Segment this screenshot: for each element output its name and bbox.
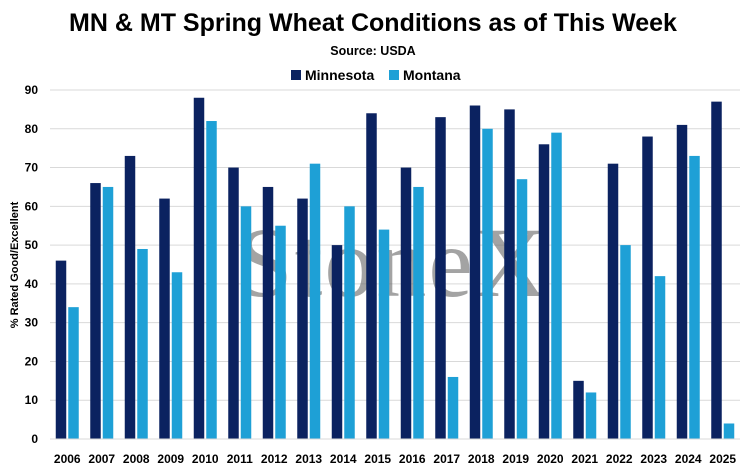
- bar-montana-2013: [309, 163, 321, 439]
- x-tick-label: 2024: [675, 452, 702, 466]
- bar-montana-2018: [482, 128, 493, 439]
- bar-minnesota-2022: [607, 163, 619, 439]
- bar-minnesota-2016: [400, 167, 412, 440]
- bar-montana-2006: [68, 307, 79, 439]
- bar-montana-2007: [102, 186, 114, 439]
- y-tick-label: 70: [25, 161, 39, 175]
- bar-minnesota-2021: [573, 380, 584, 439]
- bar-minnesota-2025: [711, 101, 722, 439]
- bar-montana-2009: [171, 272, 183, 439]
- x-tick-label: 2008: [123, 452, 150, 466]
- bar-montana-2023: [654, 276, 666, 439]
- bar-montana-2008: [137, 248, 148, 439]
- y-tick-label: 40: [25, 277, 39, 291]
- y-tick-label: 0: [31, 432, 38, 446]
- bars: [55, 97, 735, 440]
- y-axis-ticks: 0 10 20 30 40 50 60 70 80 90: [25, 83, 39, 446]
- chart-title: MN & MT Spring Wheat Conditions as of Th…: [69, 9, 677, 37]
- x-tick-label: 2022: [606, 452, 633, 466]
- x-tick-label: 2006: [54, 452, 81, 466]
- bar-montana-2024: [689, 155, 700, 439]
- x-tick-label: 2021: [571, 452, 598, 466]
- bar-montana-2015: [378, 229, 390, 439]
- bar-minnesota-2013: [297, 198, 308, 439]
- bar-minnesota-2012: [262, 186, 274, 439]
- legend: Minnesota Montana: [291, 67, 461, 83]
- bar-montana-2019: [516, 179, 528, 439]
- bar-minnesota-2007: [90, 183, 101, 439]
- x-tick-label: 2009: [157, 452, 184, 466]
- x-tick-label: 2016: [399, 452, 426, 466]
- x-tick-label: 2014: [330, 452, 357, 466]
- bar-minnesota-2017: [435, 117, 446, 440]
- chart-subtitle: Source: USDA: [330, 44, 415, 58]
- legend-swatch-minnesota: [291, 70, 301, 80]
- bar-minnesota-2011: [228, 167, 239, 440]
- bar-montana-2010: [206, 121, 217, 440]
- legend-label-montana: Montana: [403, 67, 461, 83]
- bar-minnesota-2015: [366, 113, 377, 440]
- x-tick-label: 2018: [468, 452, 495, 466]
- bar-montana-2021: [585, 392, 597, 439]
- x-tick-label: 2019: [502, 452, 529, 466]
- y-tick-label: 20: [25, 354, 39, 368]
- bar-montana-2017: [447, 376, 459, 439]
- bar-minnesota-2018: [469, 105, 481, 439]
- x-tick-label: 2017: [433, 452, 460, 466]
- bar-minnesota-2008: [124, 155, 136, 439]
- y-axis-label: % Rated Good/Excellent: [9, 201, 21, 328]
- y-tick-label: 90: [25, 83, 39, 97]
- bar-minnesota-2010: [193, 97, 205, 439]
- y-tick-label: 60: [25, 199, 39, 213]
- y-tick-label: 30: [25, 316, 39, 330]
- bar-montana-2025: [723, 423, 735, 439]
- bar-montana-2020: [551, 132, 562, 439]
- bar-minnesota-2019: [504, 109, 515, 439]
- x-axis-ticks: 2006 2007 2008 2009 2010 2011 2012 2013 2014 2015…: [54, 452, 737, 466]
- bar-minnesota-2009: [159, 198, 170, 439]
- bar-minnesota-2014: [331, 245, 343, 439]
- y-tick-label: 80: [25, 122, 39, 136]
- x-tick-label: 2010: [192, 452, 219, 466]
- bar-minnesota-2020: [538, 144, 550, 440]
- legend-label-minnesota: Minnesota: [305, 67, 374, 83]
- x-tick-label: 2012: [261, 452, 288, 466]
- y-tick-label: 50: [25, 238, 39, 252]
- bar-montana-2011: [240, 206, 252, 439]
- x-tick-label: 2007: [88, 452, 115, 466]
- bar-minnesota-2023: [642, 136, 653, 440]
- y-tick-label: 10: [25, 393, 39, 407]
- x-tick-label: 2023: [640, 452, 667, 466]
- x-tick-label: 2020: [537, 452, 564, 466]
- x-tick-label: 2015: [364, 452, 391, 466]
- bar-montana-2016: [413, 186, 424, 439]
- watermark: StoneX: [237, 207, 549, 318]
- bar-minnesota-2006: [55, 260, 67, 439]
- x-tick-label: 2013: [295, 452, 322, 466]
- bar-minnesota-2024: [676, 124, 688, 440]
- legend-swatch-montana: [389, 70, 399, 80]
- bar-montana-2012: [275, 225, 286, 439]
- bar-montana-2022: [620, 245, 631, 439]
- x-tick-label: 2025: [709, 452, 736, 466]
- bar-montana-2014: [344, 206, 355, 439]
- x-tick-label: 2011: [227, 452, 253, 466]
